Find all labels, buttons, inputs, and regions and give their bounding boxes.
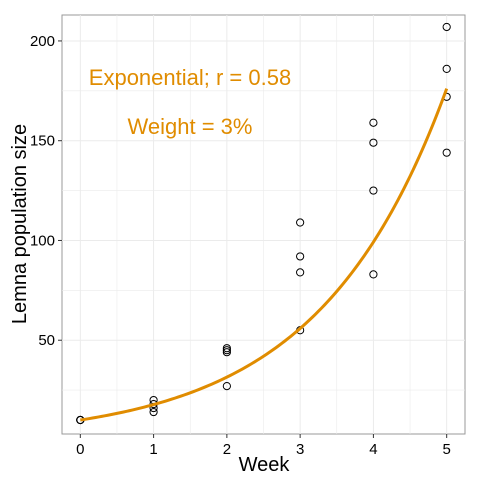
x-tick-label: 5 [443, 441, 451, 458]
y-axis-title: Lemna population size [9, 124, 31, 324]
x-tick-label: 3 [296, 441, 304, 458]
y-tick-label: 150 [30, 133, 55, 150]
x-tick-label: 0 [76, 441, 84, 458]
annotation-model: Exponential; r = 0.58 [89, 65, 291, 90]
y-tick-label: 50 [38, 332, 55, 349]
x-tick-label: 4 [369, 441, 377, 458]
y-tick-label: 100 [30, 232, 55, 249]
y-tick-label: 200 [30, 33, 55, 50]
x-tick-label: 1 [149, 441, 157, 458]
annotation-weight: Weight = 3% [128, 114, 253, 139]
x-axis-title: Week [239, 454, 291, 476]
x-tick-label: 2 [223, 441, 231, 458]
